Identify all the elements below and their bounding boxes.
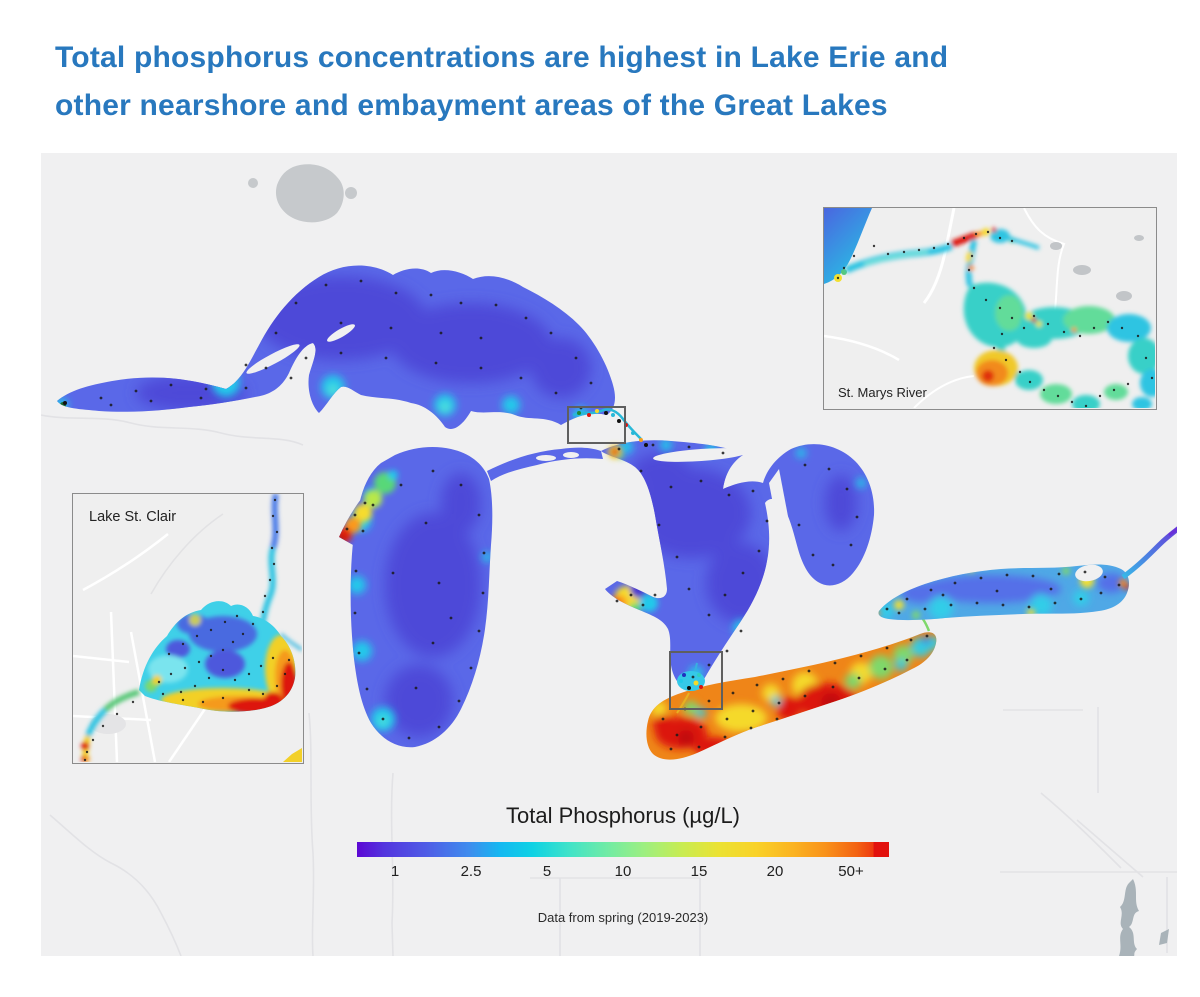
legend-tick: 10 — [614, 863, 632, 880]
legend-tick: 15 — [690, 863, 708, 880]
legend-tick: 5 — [542, 863, 552, 880]
legend-title: Total Phosphorus (µg/L) — [505, 803, 741, 828]
lake-michigan — [339, 447, 603, 748]
lake-st-clair-mini — [676, 662, 705, 714]
sampling-station-dots — [99, 279, 1121, 751]
legend-tick: 50+ — [838, 863, 864, 880]
legend-tick: 1 — [390, 863, 400, 880]
legend-tick: 2.5 — [460, 863, 482, 880]
inset-lake-st-clair: Lake St. Clair — [72, 493, 304, 764]
legend-colorbar — [357, 842, 889, 857]
inset-label-st-clair: Lake St. Clair — [89, 509, 177, 525]
lake-superior — [57, 265, 615, 430]
inset-st-marys-dots — [836, 230, 1154, 408]
whitefish-bay-shape — [824, 208, 872, 284]
legend-ticks: 1 2.5 5 10 15 20 50+ — [357, 863, 889, 880]
locator-box-st-clair — [669, 651, 723, 710]
page-title: Total phosphorus concentrations are high… — [55, 34, 1165, 130]
map-base-svg — [41, 164, 1177, 956]
legend-tick: 20 — [766, 863, 784, 880]
locator-box-st-marys — [567, 406, 626, 444]
inset-st-clair-dots — [83, 498, 291, 762]
inset-st-clair-svg — [73, 494, 302, 762]
chesapeake-bay-shape — [1119, 879, 1139, 956]
legend-caption: Data from spring (2019-2023) — [537, 910, 709, 925]
inset-label-st-marys: St. Marys River — [838, 385, 927, 400]
st-marys-mini — [572, 408, 648, 447]
legend: Total Phosphorus (µg/L) 1 2.5 5 10 15 20… — [357, 803, 889, 925]
title-line-2: other nearshore and embayment areas of t… — [55, 89, 888, 122]
st-lawrence-river — [1121, 526, 1177, 580]
inset-st-marys-svg — [824, 208, 1155, 408]
lake-st-clair-body — [139, 601, 296, 712]
great-lakes-map: St. Marys River — [41, 153, 1177, 956]
title-line-1: Total phosphorus concentrations are high… — [55, 41, 949, 74]
inset-st-marys-river: St. Marys River — [823, 207, 1157, 410]
basemap-waterbodies — [248, 164, 1169, 956]
lake-nipigon-shape — [275, 164, 344, 223]
